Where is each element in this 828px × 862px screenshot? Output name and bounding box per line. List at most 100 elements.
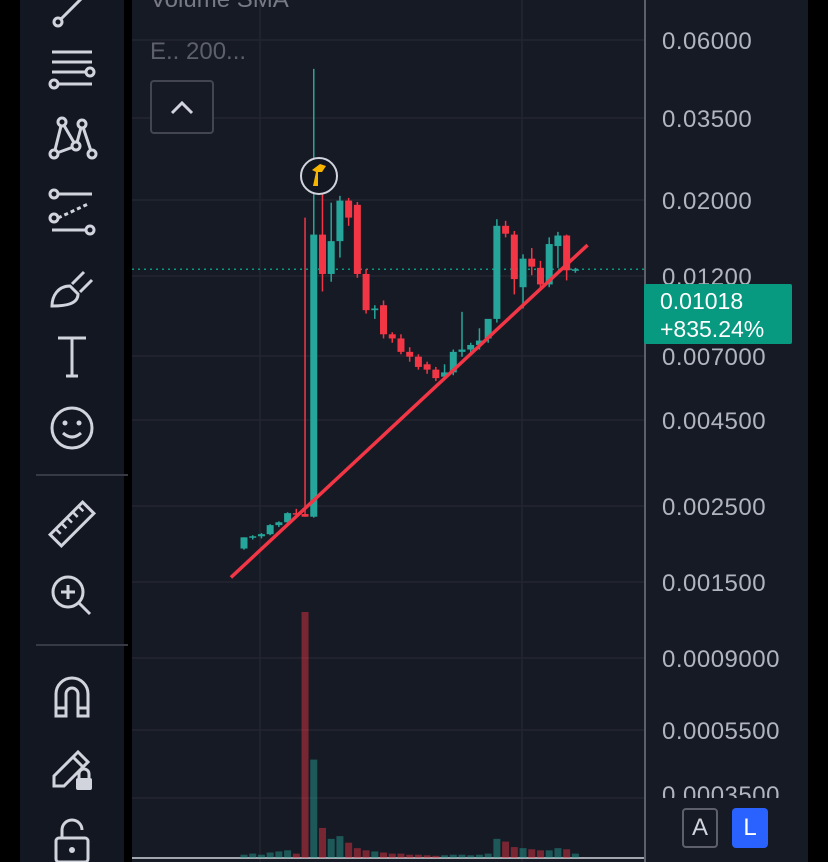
last-price-label: 0.01018 +835.24% [644,284,792,344]
candle [414,354,422,370]
magnet-tool[interactable] [20,666,124,726]
volume-bar [519,848,527,858]
candle-body [388,334,396,339]
candle-body [423,364,431,370]
volume-bar [467,855,475,858]
lock-drawing-tool[interactable] [20,738,124,798]
chevron-up-icon [170,100,194,115]
volume-bar [380,852,388,858]
candle-body [493,225,501,319]
candle [380,300,388,339]
candle [388,332,396,343]
candle-body [502,225,510,234]
candle [502,220,510,238]
candle [301,217,309,517]
candle [240,537,248,550]
candle [345,197,353,226]
candle-body [249,536,257,538]
drawing-toolbar [20,0,128,862]
candle-body [362,273,370,311]
brush-tool[interactable] [20,256,124,316]
candle [266,524,274,536]
candle-body [458,349,466,352]
emoji-tool[interactable] [20,398,124,458]
candle [327,202,335,282]
zoom-in-tool[interactable] [20,566,124,626]
volume-bar [441,855,449,858]
candle-body [310,234,318,517]
volume-bar [528,849,536,858]
candle [441,364,449,379]
candle-body [301,514,309,517]
screen-edge [808,0,828,862]
candle [432,366,440,382]
trend-line-icon [52,0,83,28]
candle [371,305,379,319]
text-tool[interactable] [20,326,124,386]
candle-body [571,269,579,271]
toolbar-separator [36,474,128,476]
unlock-tool[interactable] [20,810,124,862]
price-scale[interactable]: 0.06000 0.03500 0.02000 0.01200 0.007000… [644,0,810,862]
volume-bar [458,854,466,858]
event-marker[interactable] [300,157,338,195]
candle-body [327,241,335,274]
price-tick: 0.02000 [662,188,753,215]
volume-bar [545,850,553,858]
volume-bar [310,759,318,858]
candle-body [432,369,440,379]
candle [310,68,318,518]
last-price-value: 0.01018 [660,288,744,314]
candle [563,234,571,281]
log-scale-button[interactable]: L [732,808,768,848]
volume-bar [449,854,457,858]
volume-bar [536,850,544,858]
volume-bar [423,855,431,858]
candle-body [318,234,326,274]
candle [406,347,414,362]
volume-bar [406,854,414,858]
candle-body [519,258,527,288]
volume-bar [397,853,405,858]
candle [554,231,562,268]
pattern-icon [48,116,98,160]
lock-drawing-icon [52,749,92,790]
price-tick: 0.004500 [662,408,767,435]
volume-bar [345,842,353,858]
candle-body [371,308,379,311]
fib-retracement-tool[interactable] [20,38,124,98]
price-tick: 0.0005500 [662,718,780,745]
collapse-legend-button[interactable] [150,80,214,134]
brush-icon [50,270,94,308]
candle-body [441,372,449,377]
volume-bar [257,854,265,858]
candle-body [380,305,388,335]
candle-body [266,525,274,535]
price-chart[interactable] [132,0,644,862]
volume-bar [249,853,257,858]
volume-bar [475,854,483,858]
candle-body [336,200,344,242]
candle-body [345,200,353,218]
candle [353,201,361,278]
candle-body [528,258,536,267]
candle-body [284,513,292,523]
candle [519,254,527,309]
volume-bar [493,838,501,858]
candle [510,231,518,295]
candle-body [545,244,553,285]
candle-body [353,204,361,274]
prediction-icon [48,188,96,236]
auto-scale-button[interactable]: A [682,808,718,848]
fib-retracement-icon [48,50,96,90]
candle-body [406,351,414,357]
chart-pane[interactable]: Volume SMA E.. 200... [132,0,644,862]
candle-body [240,537,248,549]
trend-line-tool[interactable] [20,0,124,38]
ruler-tool[interactable] [20,494,124,554]
prediction-tool[interactable] [20,182,124,242]
volume-bar [563,849,571,858]
pattern-tool[interactable] [20,108,124,168]
candle-body [467,344,475,350]
